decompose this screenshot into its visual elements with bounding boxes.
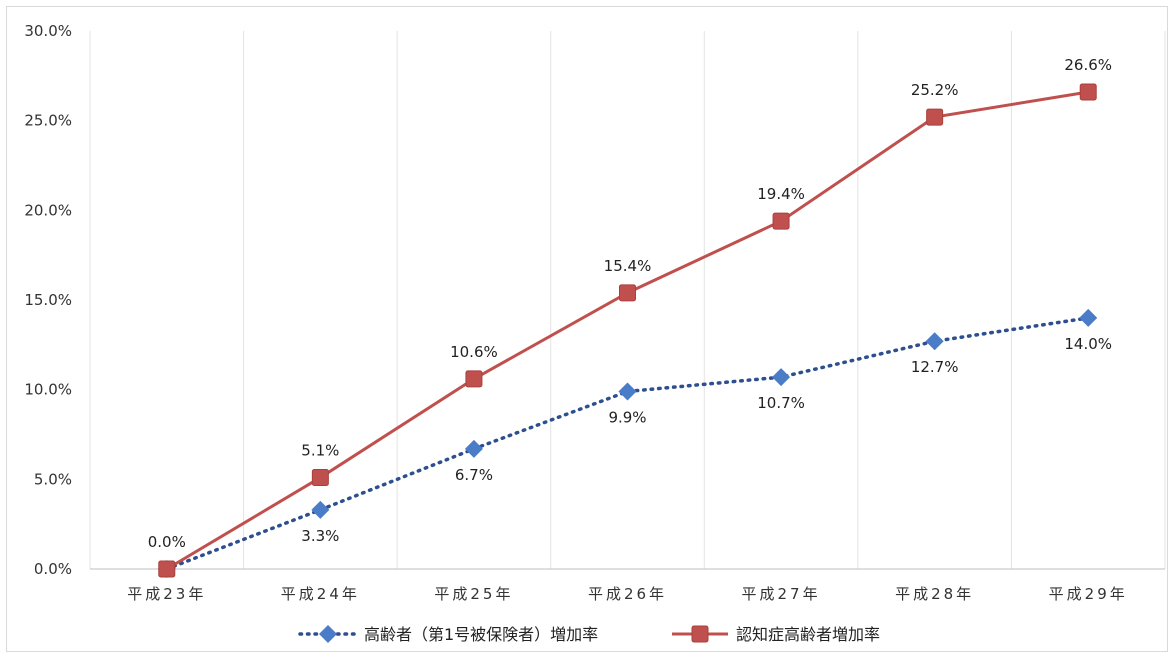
x-tick-label: 平成25年 — [434, 585, 513, 603]
data-point-1 — [926, 108, 944, 126]
data-point-0 — [1079, 308, 1098, 327]
data-point-0 — [464, 439, 483, 458]
data-label-0: 6.7% — [455, 466, 493, 484]
data-point-1 — [1079, 83, 1097, 101]
data-point-0 — [925, 332, 944, 351]
y-tick-label: 5.0% — [34, 470, 72, 488]
data-point-1 — [311, 469, 329, 487]
data-label-1: 15.4% — [604, 257, 652, 275]
data-point-1 — [465, 370, 483, 388]
data-label-1: 0.0% — [148, 533, 186, 551]
legend-label-0: 高齢者（第1号被保険者）増加率 — [364, 625, 598, 644]
y-tick-label: 15.0% — [24, 291, 72, 309]
y-tick-label: 25.0% — [24, 112, 72, 130]
x-tick-label: 平成28年 — [895, 585, 974, 603]
chart-frame — [6, 6, 1168, 652]
data-point-0 — [618, 382, 637, 401]
data-label-0: 12.7% — [911, 358, 959, 376]
data-label-1: 19.4% — [757, 185, 805, 203]
data-label-0: 10.7% — [757, 394, 805, 412]
x-tick-label: 平成27年 — [742, 585, 821, 603]
data-label-1: 10.6% — [450, 343, 498, 361]
data-point-1 — [619, 284, 636, 302]
x-tick-label: 平成24年 — [281, 585, 360, 603]
data-point-1 — [772, 212, 790, 230]
x-tick-label: 平成23年 — [127, 585, 206, 603]
data-point-0 — [772, 368, 791, 387]
data-label-0: 14.0% — [1064, 335, 1112, 353]
x-tick-label: 平成26年 — [588, 585, 667, 603]
y-tick-label: 20.0% — [24, 201, 72, 219]
data-point-0 — [311, 500, 330, 519]
y-tick-label: 10.0% — [24, 381, 72, 399]
data-label-1: 26.6% — [1064, 56, 1112, 74]
legend-marker-0 — [319, 625, 337, 643]
data-point-1 — [158, 560, 176, 578]
x-tick-label: 平成29年 — [1049, 585, 1128, 603]
legend-label-1: 認知症高齢者増加率 — [736, 625, 880, 644]
y-tick-label: 30.0% — [24, 22, 72, 40]
data-label-1: 5.1% — [301, 442, 339, 460]
y-tick-label: 0.0% — [34, 560, 72, 578]
series-line-1 — [166, 90, 1089, 571]
data-label-0: 9.9% — [608, 408, 646, 426]
legend-marker-1 — [691, 625, 709, 643]
data-label-1: 25.2% — [911, 81, 959, 99]
data-label-0: 3.3% — [301, 527, 339, 545]
